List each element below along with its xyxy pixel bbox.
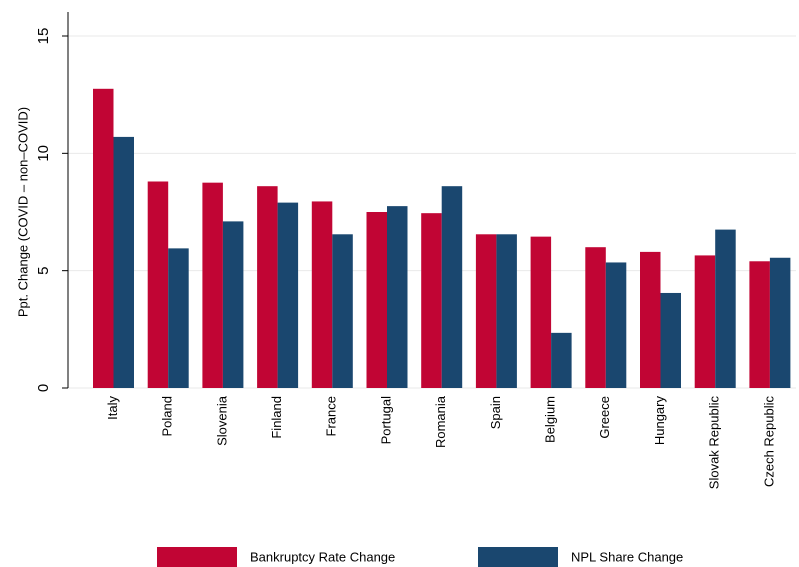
bar	[387, 206, 408, 388]
x-tick-label: Finland	[269, 396, 284, 439]
bar	[605, 262, 627, 388]
y-tick-label: 0	[35, 384, 52, 392]
bar	[769, 257, 791, 388]
x-tick-label: Hungary	[652, 396, 667, 446]
x-tick-label: Poland	[160, 396, 175, 436]
x-tick-label: Portugal	[378, 396, 393, 445]
bar	[715, 229, 736, 388]
legend-swatch	[478, 547, 558, 567]
bar	[551, 332, 572, 388]
y-tick-label: 10	[35, 145, 52, 162]
bar	[749, 261, 770, 388]
legend-swatch	[157, 547, 237, 567]
x-tick-label: Greece	[597, 396, 612, 439]
x-tick-label: Spain	[488, 396, 503, 429]
bar	[660, 292, 681, 388]
bar	[475, 234, 497, 388]
x-tick-label: France	[324, 396, 339, 436]
bar	[202, 182, 223, 388]
bar	[585, 247, 606, 388]
bar	[496, 234, 517, 388]
bar	[694, 255, 716, 388]
bar	[257, 186, 278, 388]
bar	[113, 136, 134, 388]
x-tick-label: Slovenia	[214, 395, 229, 446]
x-tick-label: Belgium	[543, 396, 558, 443]
bar	[93, 88, 114, 389]
bar	[640, 251, 661, 388]
x-tick-label: Romania	[433, 395, 448, 448]
bar	[277, 202, 299, 388]
bar	[311, 201, 333, 388]
y-tick-label: 15	[35, 28, 52, 45]
y-axis-label: Ppt. Change (COVID – non–COVID)	[15, 107, 30, 317]
bar	[168, 248, 189, 388]
bar	[332, 234, 353, 388]
x-tick-label: Italy	[105, 396, 120, 420]
bar	[147, 181, 169, 388]
x-tick-label: Czech Republic	[761, 396, 776, 488]
bar	[222, 221, 244, 388]
bar	[421, 213, 442, 388]
legend-label: NPL Share Change	[571, 549, 683, 564]
legend-label: Bankruptcy Rate Change	[250, 549, 395, 564]
x-tick-label: Slovak Republic	[707, 396, 722, 490]
bar	[441, 186, 463, 388]
y-tick-label: 5	[35, 266, 52, 274]
bar	[530, 236, 552, 388]
bar	[366, 212, 387, 388]
